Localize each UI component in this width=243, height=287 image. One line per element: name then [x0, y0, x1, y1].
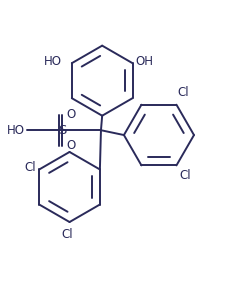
Text: Cl: Cl: [61, 228, 73, 241]
Text: O: O: [67, 108, 76, 121]
Text: O: O: [67, 139, 76, 152]
Text: HO: HO: [44, 55, 62, 69]
Text: Cl: Cl: [24, 160, 35, 174]
Text: OH: OH: [135, 55, 153, 69]
Text: Cl: Cl: [178, 86, 189, 99]
Text: HO: HO: [7, 124, 25, 137]
Text: S: S: [58, 124, 67, 137]
Text: Cl: Cl: [179, 169, 191, 182]
